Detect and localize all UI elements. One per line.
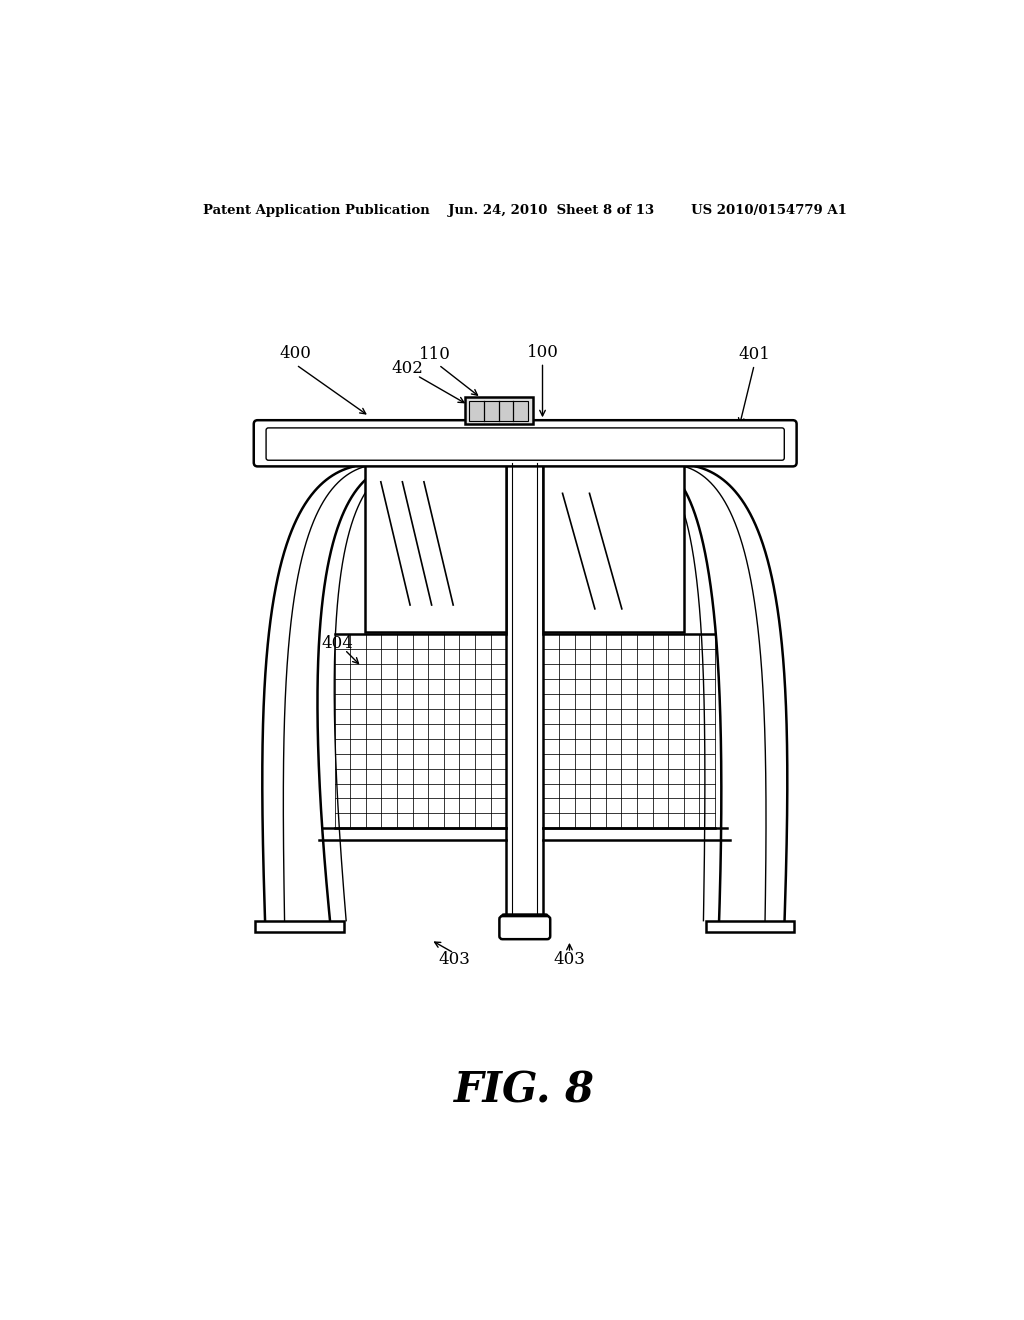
FancyBboxPatch shape (500, 916, 550, 940)
Bar (506, 462, 544, 921)
Bar (706, 921, 795, 932)
Text: 100: 100 (526, 345, 558, 360)
Text: 403: 403 (438, 950, 470, 968)
Text: 110: 110 (419, 346, 451, 363)
Text: FIG. 8: FIG. 8 (455, 1069, 595, 1111)
FancyBboxPatch shape (254, 420, 797, 466)
Bar (366, 462, 506, 632)
FancyBboxPatch shape (266, 428, 784, 461)
Text: 401: 401 (738, 346, 770, 363)
FancyBboxPatch shape (502, 915, 548, 933)
Text: Patent Application Publication    Jun. 24, 2010  Sheet 8 of 13        US 2010/01: Patent Application Publication Jun. 24, … (203, 205, 847, 218)
Text: 403: 403 (554, 950, 586, 968)
Bar (544, 462, 684, 632)
Text: 404: 404 (321, 635, 353, 652)
Bar (469, 401, 528, 421)
Text: 400: 400 (280, 345, 311, 362)
Bar (255, 921, 344, 932)
Text: 402: 402 (392, 360, 424, 378)
Bar (465, 397, 532, 424)
